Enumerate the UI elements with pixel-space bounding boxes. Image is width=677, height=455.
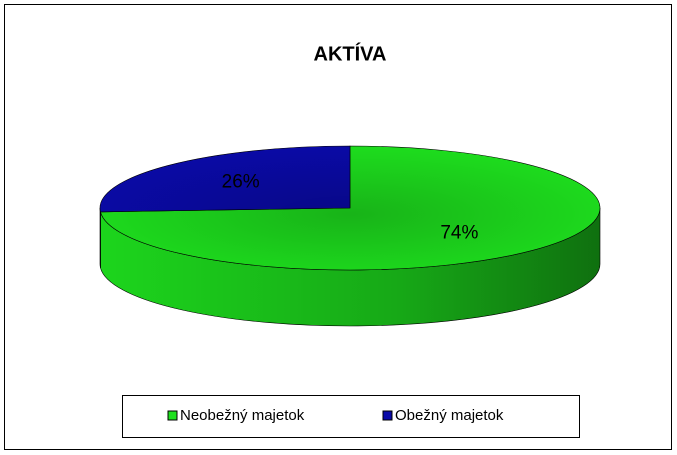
data-label: 26% [222,172,260,193]
legend-label: Obežný majetok [395,407,504,424]
legend-box [122,395,580,438]
data-label: 74% [440,222,478,243]
legend-swatch [382,410,393,421]
legend-swatch [167,410,178,421]
pie-top-shade [100,146,600,270]
pie-side-shade [100,208,600,327]
legend-label: Neobežný majetok [180,407,305,424]
chart-title: AKTÍVA [314,42,387,65]
